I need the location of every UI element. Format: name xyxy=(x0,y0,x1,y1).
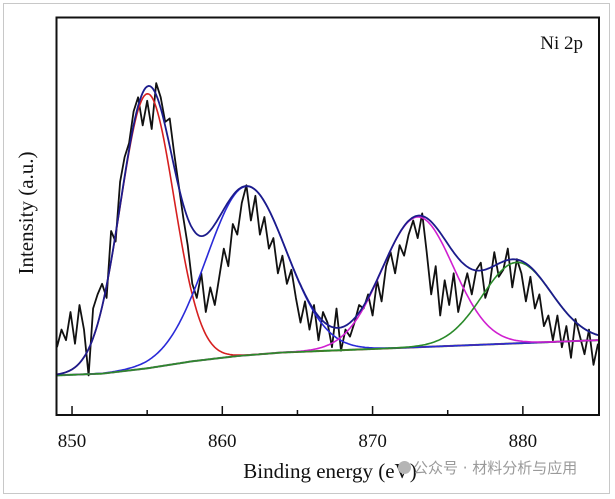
fit-envelope-line xyxy=(56,85,599,376)
plot-frame xyxy=(55,16,600,416)
x-axis-ticks xyxy=(71,406,524,415)
peak-component-4 xyxy=(56,261,599,377)
raw-data-line xyxy=(56,82,599,377)
x-tick-label: 860 xyxy=(208,431,237,452)
peak-component-1 xyxy=(56,93,598,376)
peak-component-2 xyxy=(56,185,598,377)
curves-layer xyxy=(56,82,599,377)
spectrum-annotation: Ni 2p xyxy=(540,33,583,54)
x-tick-label: 880 xyxy=(509,431,538,452)
watermark: 公众号 · 材料分析与应用 xyxy=(398,457,577,478)
figure-border xyxy=(3,3,610,494)
x-axis-title: Binding energy (eV) xyxy=(243,459,416,483)
x-tick-label: 870 xyxy=(358,431,387,452)
watermark-text: 公众号 · 材料分析与应用 xyxy=(413,459,578,477)
x-axis-tick-labels: 850 860 870 880 xyxy=(58,431,537,452)
x-tick-label: 850 xyxy=(58,431,87,452)
y-axis-title: Intensity (a.u.) xyxy=(14,151,38,274)
wechat-icon xyxy=(398,461,411,474)
